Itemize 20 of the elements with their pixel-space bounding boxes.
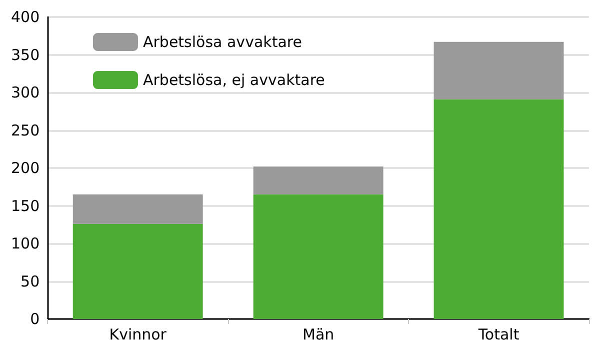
y-tick-label: 100 (10, 234, 40, 252)
x-tick-label: Kvinnor (109, 326, 168, 344)
bar (72, 194, 203, 224)
y-tick-label: 350 (10, 46, 40, 64)
y-tick-label: 150 (10, 196, 40, 215)
y-tick-label: 400 (10, 8, 40, 26)
bar (253, 166, 384, 194)
bar (434, 99, 564, 319)
legend-label: Arbetslösa avvaktare (143, 33, 302, 51)
bar (253, 194, 384, 319)
bar (434, 42, 564, 100)
y-tick-label: 300 (10, 84, 40, 102)
y-tick-label: 50 (20, 272, 40, 290)
x-tick-label: Män (302, 326, 334, 344)
y-tick-label: 200 (10, 159, 40, 177)
bar (72, 224, 203, 319)
y-tick-label: 0 (30, 310, 40, 328)
legend-label: Arbetslösa, ej avvaktare (143, 71, 325, 89)
y-tick-label: 250 (10, 121, 40, 140)
x-tick-label: Totalt (477, 326, 520, 344)
